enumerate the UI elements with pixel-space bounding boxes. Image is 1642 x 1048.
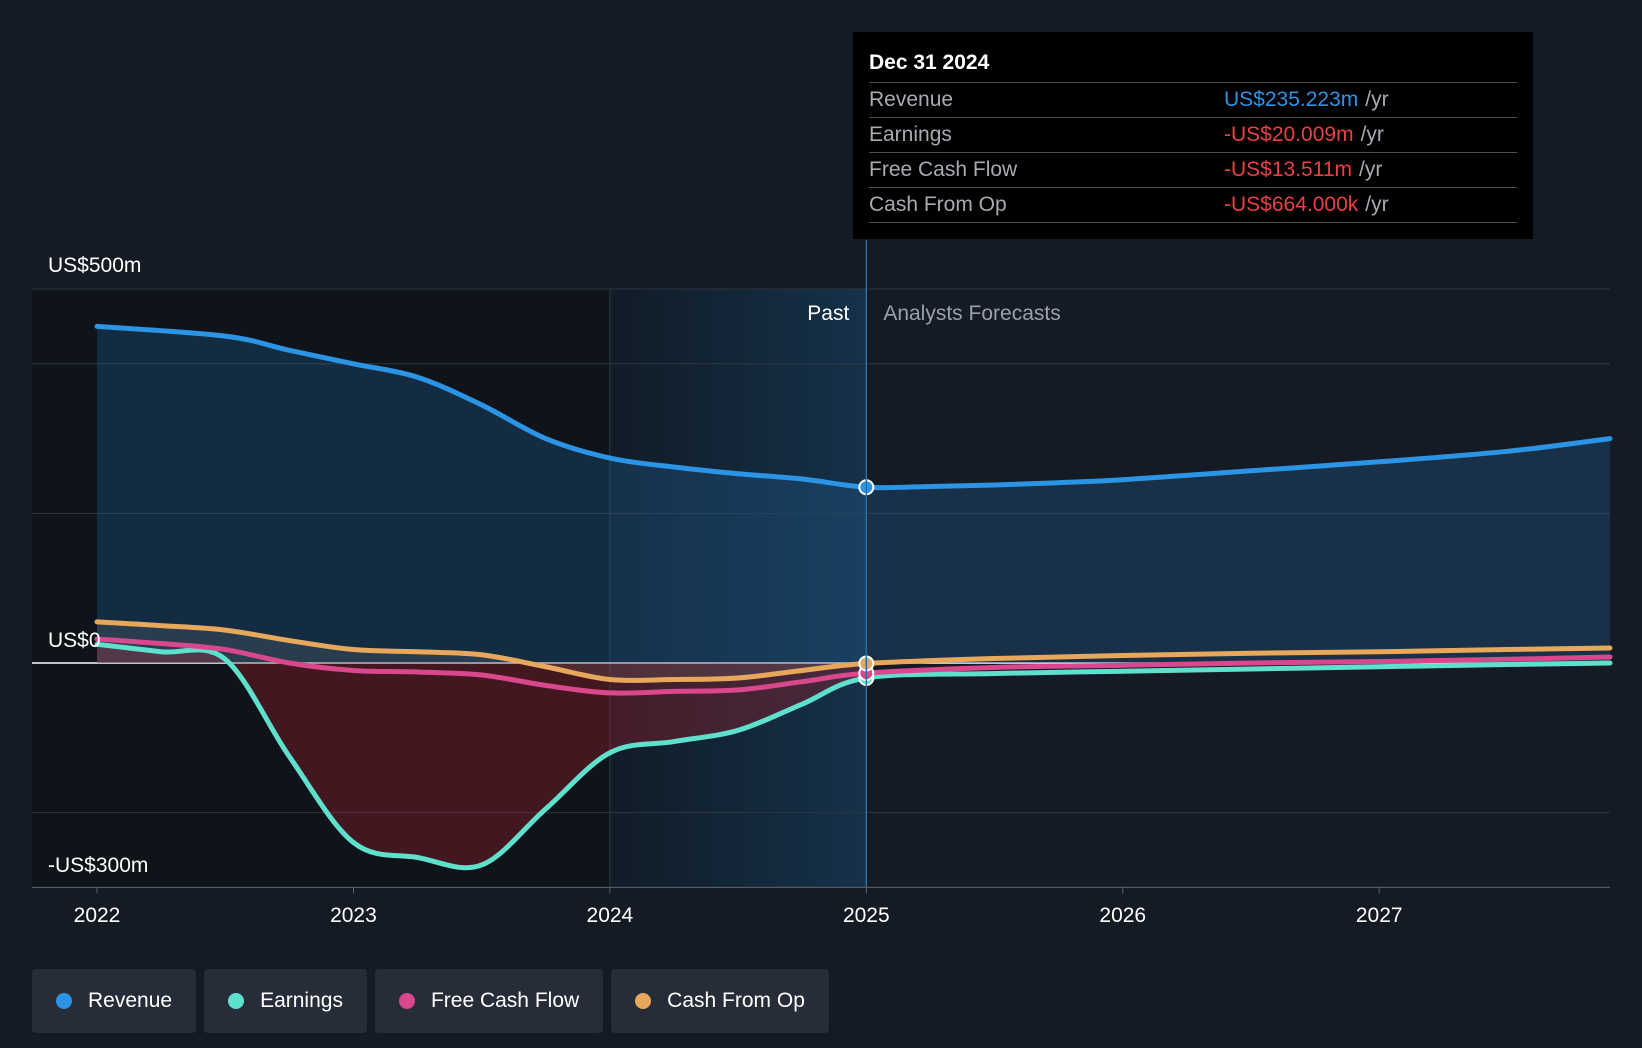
tooltip-row-earnings: Earnings -US$20.009m /yr xyxy=(869,117,1517,152)
series-line-revenue xyxy=(94,323,1613,491)
tooltip-label: Free Cash Flow xyxy=(869,158,1018,181)
legend: Revenue Earnings Free Cash Flow Cash Fro… xyxy=(32,969,829,1033)
tooltip-row-revenue: Revenue US$235.223m /yr xyxy=(869,82,1517,117)
legend-item-earnings[interactable]: Earnings xyxy=(204,969,367,1033)
legend-dot-icon xyxy=(228,993,245,1009)
tooltip: Dec 31 2024 Revenue US$235.223m /yr Earn… xyxy=(853,32,1533,239)
tooltip-date: Dec 31 2024 xyxy=(869,51,990,74)
tooltip-value: -US$20.009m xyxy=(1224,123,1354,146)
tooltip-value: -US$13.511m xyxy=(1224,158,1353,181)
x-tick-label: 2027 xyxy=(1356,904,1403,927)
tooltip-unit: /yr xyxy=(1365,193,1389,216)
legend-label: Revenue xyxy=(88,989,173,1012)
legend-item-cash-from-op[interactable]: Cash From Op xyxy=(611,969,829,1033)
highlight-band xyxy=(609,289,867,888)
series-line-free-cash-flow xyxy=(94,636,1613,696)
x-tick-label: 2023 xyxy=(330,904,377,927)
forecast-label: Analysts Forecasts xyxy=(883,302,1060,325)
legend-label: Earnings xyxy=(260,989,343,1012)
past-label: Past xyxy=(807,302,849,325)
tooltip-unit: /yr xyxy=(1360,123,1384,146)
earnings-area xyxy=(97,644,867,868)
x-tick-label: 2025 xyxy=(843,904,890,927)
tooltip-value: US$235.223m xyxy=(1224,88,1359,111)
series-line-earnings xyxy=(94,641,1613,871)
legend-item-revenue[interactable]: Revenue xyxy=(32,969,197,1033)
series-line-cash-from-op xyxy=(94,619,1613,683)
legend-label: Cash From Op xyxy=(667,989,805,1012)
tooltip-unit: /yr xyxy=(1365,88,1389,111)
legend-dot-icon xyxy=(56,993,72,1009)
tooltip-row-free-cash-flow: Free Cash Flow -US$13.511m /yr xyxy=(869,152,1517,187)
y-tick-label: US$500m xyxy=(48,254,141,277)
tooltip-label: Earnings xyxy=(869,123,952,146)
legend-dot-icon xyxy=(635,993,652,1009)
x-tick-label: 2022 xyxy=(74,904,121,927)
x-tick-label: 2026 xyxy=(1099,904,1146,927)
tooltip-row-cash-from-op: Cash From Op -US$664.000k /yr xyxy=(869,187,1517,223)
y-tick-label: US$0 xyxy=(48,629,101,652)
tooltip-label: Cash From Op xyxy=(869,193,1007,216)
x-tick-label: 2024 xyxy=(587,904,634,927)
legend-item-free-cash-flow[interactable]: Free Cash Flow xyxy=(374,969,604,1033)
revenue-area xyxy=(97,326,1610,663)
tooltip-unit: /yr xyxy=(1359,158,1383,181)
cash-from-op-area xyxy=(97,621,867,681)
tooltip-label: Revenue xyxy=(869,88,954,111)
legend-label: Free Cash Flow xyxy=(430,989,580,1012)
y-tick-label: -US$300m xyxy=(48,854,148,877)
legend-dot-icon xyxy=(398,993,415,1009)
tooltip-value: -US$664.000k xyxy=(1224,193,1359,216)
